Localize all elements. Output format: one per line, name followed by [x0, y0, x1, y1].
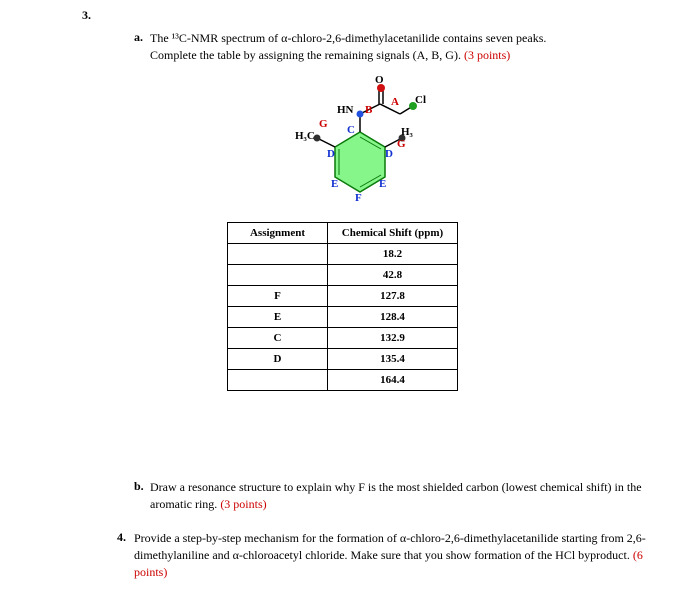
- table-row: D135.4: [228, 349, 458, 370]
- table-row: F127.8: [228, 286, 458, 307]
- label-B: B: [365, 104, 372, 116]
- table-row: C132.9: [228, 328, 458, 349]
- question-4-text: Provide a step-by-step mechanism for the…: [134, 531, 646, 562]
- label-H3-right: H₃: [401, 126, 413, 138]
- label-H3C-left: H₃C: [295, 130, 315, 142]
- shift-cell: 128.4: [328, 307, 458, 328]
- table-row: 18.2: [228, 244, 458, 265]
- label-G-right: G: [397, 138, 406, 150]
- part-a-prompt: The ¹³C-NMR spectrum of α-chloro-2,6-dim…: [150, 30, 650, 64]
- shift-cell: 18.2: [328, 244, 458, 265]
- shift-cell: 132.9: [328, 328, 458, 349]
- table-row: E128.4: [228, 307, 458, 328]
- label-D-right: D: [385, 148, 393, 160]
- table-header-row: Assignment Chemical Shift (ppm): [228, 223, 458, 244]
- label-F: F: [355, 192, 362, 204]
- question-3-number: 3.: [82, 8, 91, 23]
- label-E-left: E: [331, 178, 338, 190]
- nmr-table: Assignment Chemical Shift (ppm) 18.242.8…: [227, 222, 458, 391]
- part-a-letter: a.: [134, 30, 143, 45]
- label-G-left: G: [319, 118, 328, 130]
- label-C: C: [347, 124, 355, 136]
- molecule-diagram: O A Cl HN B G H₃C C H₃ G D D E E F: [295, 82, 425, 212]
- question-4-number: 4.: [117, 530, 126, 545]
- assignment-cell: D: [228, 349, 328, 370]
- shift-cell: 127.8: [328, 286, 458, 307]
- part-b-points: (3 points): [220, 497, 266, 511]
- assignment-cell: [228, 370, 328, 391]
- header-shift: Chemical Shift (ppm): [328, 223, 458, 244]
- question-4-prompt: Provide a step-by-step mechanism for the…: [134, 530, 664, 580]
- table-row: 42.8: [228, 265, 458, 286]
- part-b-prompt: Draw a resonance structure to explain wh…: [150, 479, 650, 513]
- benzene-ring: [335, 132, 385, 192]
- assignment-cell: [228, 244, 328, 265]
- assignment-cell: C: [228, 328, 328, 349]
- label-O: O: [375, 74, 384, 86]
- part-b-letter: b.: [134, 479, 144, 494]
- header-assignment: Assignment: [228, 223, 328, 244]
- part-a-line2: Complete the table by assigning the rema…: [150, 48, 464, 62]
- part-a-line1: The ¹³C-NMR spectrum of α-chloro-2,6-dim…: [150, 31, 546, 45]
- shift-cell: 135.4: [328, 349, 458, 370]
- label-Cl: Cl: [415, 94, 426, 106]
- table-row: 164.4: [228, 370, 458, 391]
- assignment-cell: F: [228, 286, 328, 307]
- label-E-right: E: [379, 178, 386, 190]
- shift-cell: 164.4: [328, 370, 458, 391]
- nitrogen-atom: [357, 111, 364, 118]
- label-A: A: [391, 96, 399, 108]
- label-D-left: D: [327, 148, 335, 160]
- shift-cell: 42.8: [328, 265, 458, 286]
- assignment-cell: E: [228, 307, 328, 328]
- part-a-points: (3 points): [464, 48, 510, 62]
- label-HN: HN: [337, 104, 354, 116]
- assignment-cell: [228, 265, 328, 286]
